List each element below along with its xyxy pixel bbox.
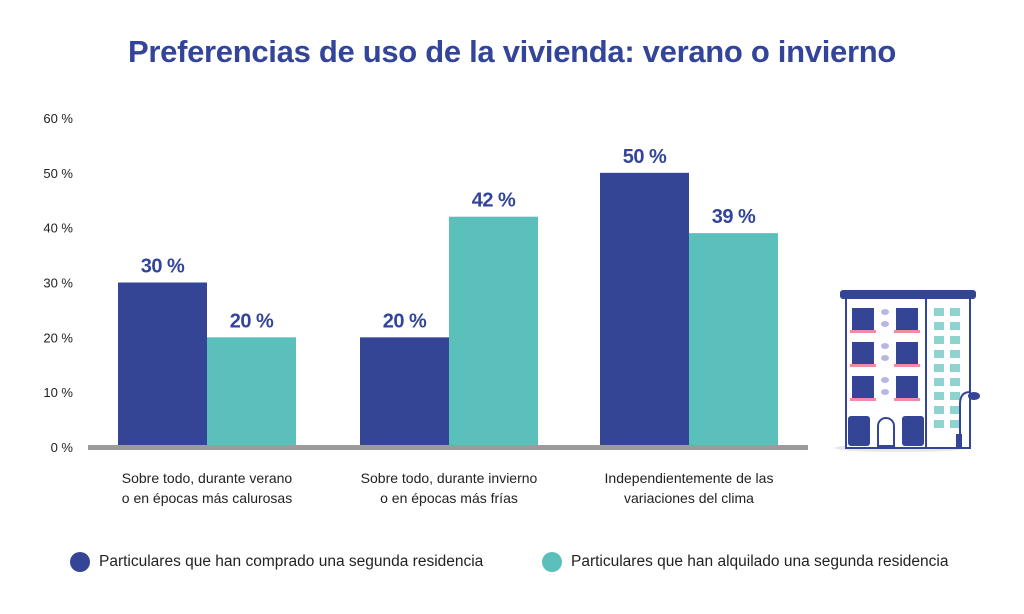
- category-label-2: Sobre todo, durante invierno o en épocas …: [339, 468, 559, 508]
- y-tick-label: 10 %: [43, 385, 73, 400]
- legend-swatch-comprado: [70, 552, 90, 572]
- legend-item-alquilado: Particulares que han alquilado una segun…: [542, 552, 948, 572]
- category-label-line: o en épocas más calurosas: [121, 490, 293, 506]
- bar-comprado-3: [600, 172, 689, 448]
- category-label-line: o en épocas más frías: [380, 490, 518, 506]
- data-label-comprado-2: 20 %: [383, 310, 427, 332]
- y-tick-label: 40 %: [43, 221, 73, 236]
- legend-label-comprado: Particulares que han comprado una segund…: [99, 553, 484, 570]
- category-label-line: Independientemente de las: [604, 470, 774, 486]
- category-label-line: Sobre todo, durante verano: [121, 470, 293, 486]
- bar-comprado-2: [360, 337, 449, 447]
- data-label-comprado-1: 30 %: [141, 256, 185, 278]
- y-tick-label: 30 %: [43, 276, 73, 291]
- legend-label-alquilado: Particulares que han alquilado una segun…: [571, 553, 949, 570]
- data-label-alquilado-1: 20 %: [230, 310, 274, 332]
- y-tick-label: 20 %: [43, 330, 73, 345]
- bar-alquilado-3: [689, 233, 778, 447]
- y-tick-label: 60 %: [43, 111, 73, 126]
- apartment-building-illustration: [834, 290, 980, 452]
- chart-title: Preferencias de uso de la vivienda: vera…: [127, 34, 896, 69]
- data-label-alquilado-3: 39 %: [712, 206, 756, 228]
- category-label-1: Sobre todo, durante verano o en épocas má…: [97, 468, 317, 508]
- data-label-comprado-3: 50 %: [623, 146, 667, 168]
- data-label-alquilado-2: 42 %: [472, 190, 516, 212]
- bar-comprado-1: [118, 282, 207, 447]
- bar-alquilado-2: [449, 216, 538, 447]
- category-label-3: Independientemente de las variaciones del…: [579, 468, 799, 508]
- bar-alquilado-1: [207, 337, 296, 447]
- legend-swatch-alquilado: [542, 552, 562, 572]
- y-tick-label: 0 %: [51, 440, 74, 455]
- legend-item-comprado: Particulares que han comprado una segund…: [70, 552, 483, 572]
- y-tick-label: 50 %: [43, 166, 73, 181]
- x-axis-baseline: [88, 445, 808, 450]
- category-label-line: variaciones del clima: [624, 490, 754, 506]
- category-label-line: Sobre todo, durante invierno: [360, 470, 538, 486]
